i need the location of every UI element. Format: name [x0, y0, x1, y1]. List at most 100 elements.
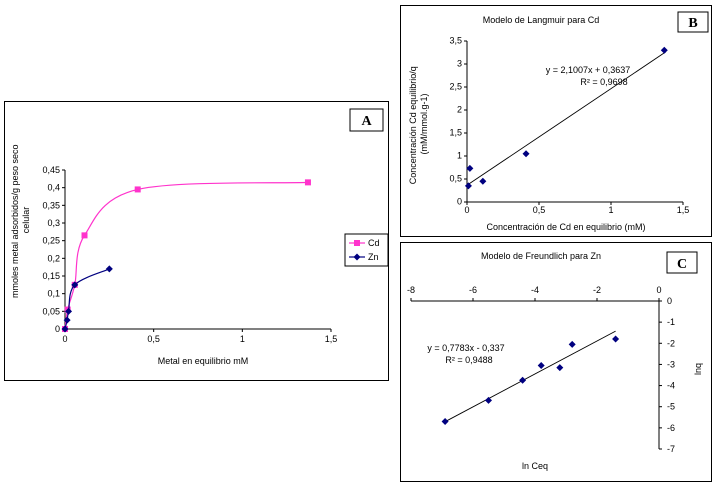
- tag-c-box: [666, 251, 698, 274]
- equation-c: y = 0,7783x - 0,337: [427, 343, 504, 353]
- data-point-b: [466, 164, 474, 172]
- series-zn-point: [65, 307, 73, 315]
- legend-a: Cd Zn: [344, 233, 389, 267]
- tag-a: A: [361, 114, 372, 129]
- x-tick-label-a: 1,5: [325, 334, 338, 344]
- y-tick-label-c: -2: [667, 338, 675, 348]
- ylabel-a-line1: mmoles metal adsorbidos/g peso seco: [10, 144, 20, 298]
- y-tick-label-a: 0,2: [47, 253, 60, 263]
- tag-b-box: [677, 11, 709, 33]
- y-tick-label-c: -5: [667, 402, 675, 412]
- r2-b: R² = 0,9698: [580, 77, 627, 87]
- x-tick-label-b: 1,5: [677, 205, 690, 215]
- panel-a: A 0 0,05 0,1 0,15 0,2 0,25 0,3 0,35 0,4 0,45 0 0,5 1…: [4, 101, 389, 381]
- y-tick-label-b: 0: [457, 197, 462, 207]
- legend-cd-label: Cd: [368, 238, 380, 248]
- series-cd-point: [134, 186, 141, 193]
- y-tick-label-a: 0,45: [42, 165, 60, 175]
- panel-c: C Modelo de Freundlich para Zn -8 -6 -4 -2 0…: [400, 242, 712, 482]
- data-point-c: [612, 335, 620, 343]
- plot-a: 0 0,05 0,1 0,15 0,2 0,25 0,3 0,35 0,4 0,45 0 0,5 1 1,…: [42, 165, 337, 344]
- plot-c: -8 -6 -4 -2 00 -1 -2 -3 -4 -5 -6 -7: [407, 285, 675, 454]
- y-tick-label-a: 0,25: [42, 236, 60, 246]
- title-c: Modelo de Freundlich para Zn: [481, 251, 601, 261]
- y-tick-label-b: 2,5: [449, 82, 462, 92]
- series-zn-point: [105, 265, 113, 273]
- data-point-b: [522, 150, 530, 158]
- plot-b: 0 0,5 1 1,5 2 2,5 3 3,5 0 0,5 1 1,5: [449, 36, 689, 216]
- series-zn-point: [71, 281, 79, 289]
- y-tick-label-c: -4: [667, 381, 675, 391]
- legend-a-box: [344, 233, 389, 267]
- xlabel-c: ln Ceq: [522, 461, 548, 471]
- ylabel-a-line2: celular: [21, 207, 31, 234]
- ylabel-b-line1: Concentración Cd equilibrio/q: [408, 66, 418, 184]
- ylabel-b-line2: (mM/mmol.g-1): [419, 94, 429, 155]
- x-tick-label-a: 1: [240, 334, 245, 344]
- x-tick-label-c: -8: [407, 285, 415, 295]
- series-zn-line: [64, 268, 110, 330]
- data-point-c: [537, 361, 545, 369]
- x-tick-label-c: 0: [656, 285, 661, 295]
- series-zn-point: [61, 325, 69, 333]
- x-tick-label-b: 0: [464, 205, 469, 215]
- y-tick-label-c: 0: [667, 296, 672, 306]
- series-cd-line: [64, 181, 308, 330]
- data-point-b: [660, 46, 668, 54]
- x-tick-label-a: 0,5: [147, 334, 160, 344]
- xlabel-b: Concentración de Cd en equilibrio (mM): [486, 222, 645, 232]
- legend-zn-label: Zn: [368, 252, 379, 262]
- x-tick-label-a: 0: [62, 334, 67, 344]
- chart-c-svg: C Modelo de Freundlich para Zn -8 -6 -4 -2 0…: [407, 251, 703, 471]
- legend-cd-marker: [354, 240, 360, 246]
- y-tick-label-b: 3: [457, 59, 462, 69]
- trendline-b: [468, 51, 666, 185]
- data-point-c: [441, 418, 449, 426]
- series-cd-point: [81, 232, 88, 239]
- x-tick-label-b: 1: [608, 205, 613, 215]
- data-point-c: [568, 340, 576, 348]
- legend-zn-marker: [353, 253, 361, 261]
- x-tick-label-c: -6: [469, 285, 477, 295]
- data-point-b: [479, 177, 487, 185]
- x-tick-label-c: -2: [593, 285, 601, 295]
- data-point-c: [556, 364, 564, 372]
- y-tick-label-a: 0,05: [42, 306, 60, 316]
- panel-b: B Modelo de Langmuir para Cd 0 0,5 1 1,5 2 2,…: [400, 5, 712, 237]
- series-zn-point: [63, 316, 71, 324]
- y-tick-label-a: 0: [55, 324, 60, 334]
- ylabel-c: lnq: [693, 363, 703, 375]
- y-tick-label-c: -3: [667, 359, 675, 369]
- series-cd-point: [304, 179, 311, 186]
- data-point-c: [519, 376, 527, 384]
- y-tick-label-c: -7: [667, 444, 675, 454]
- tag-c: C: [677, 257, 687, 272]
- equation-b: y = 2,1007x + 0,3637: [546, 65, 631, 75]
- y-tick-label-c: -6: [667, 423, 675, 433]
- xlabel-a: Metal en equilibrio mM: [158, 356, 249, 366]
- r2-c: R² = 0,9488: [445, 355, 492, 365]
- x-tick-label-b: 0,5: [533, 205, 546, 215]
- tag-b: B: [688, 16, 697, 31]
- x-tick-label-c: -4: [531, 285, 539, 295]
- y-tick-label-b: 1,5: [449, 128, 462, 138]
- ylabel-b: Concentración Cd equilibrio/q (mM/mmol.g…: [408, 64, 429, 185]
- trendline-c: [444, 330, 616, 423]
- y-tick-label-a: 0,35: [42, 200, 60, 210]
- y-tick-label-b: 3,5: [449, 36, 462, 46]
- y-tick-label-a: 0,4: [47, 183, 60, 193]
- chart-b-svg: B Modelo de Langmuir para Cd 0 0,5 1 1,5 2 2,…: [408, 11, 709, 232]
- ylabel-a: mmoles metal adsorbidos/g peso seco celu…: [10, 142, 31, 298]
- data-point-b: [464, 182, 472, 190]
- y-tick-label-b: 0,5: [449, 174, 462, 184]
- tag-a-box: [349, 108, 384, 132]
- title-b: Modelo de Langmuir para Cd: [483, 15, 600, 25]
- y-tick-label-a: 0,15: [42, 271, 60, 281]
- y-tick-label-a: 0,3: [47, 218, 60, 228]
- y-tick-label-a: 0,1: [47, 289, 60, 299]
- y-tick-label-b: 2: [457, 105, 462, 115]
- chart-a-svg: A 0 0,05 0,1 0,15 0,2 0,25 0,3 0,35 0,4 0,45 0 0,5 1…: [10, 108, 389, 366]
- y-tick-label-b: 1: [457, 151, 462, 161]
- y-tick-label-c: -1: [667, 317, 675, 327]
- data-point-c: [485, 396, 492, 404]
